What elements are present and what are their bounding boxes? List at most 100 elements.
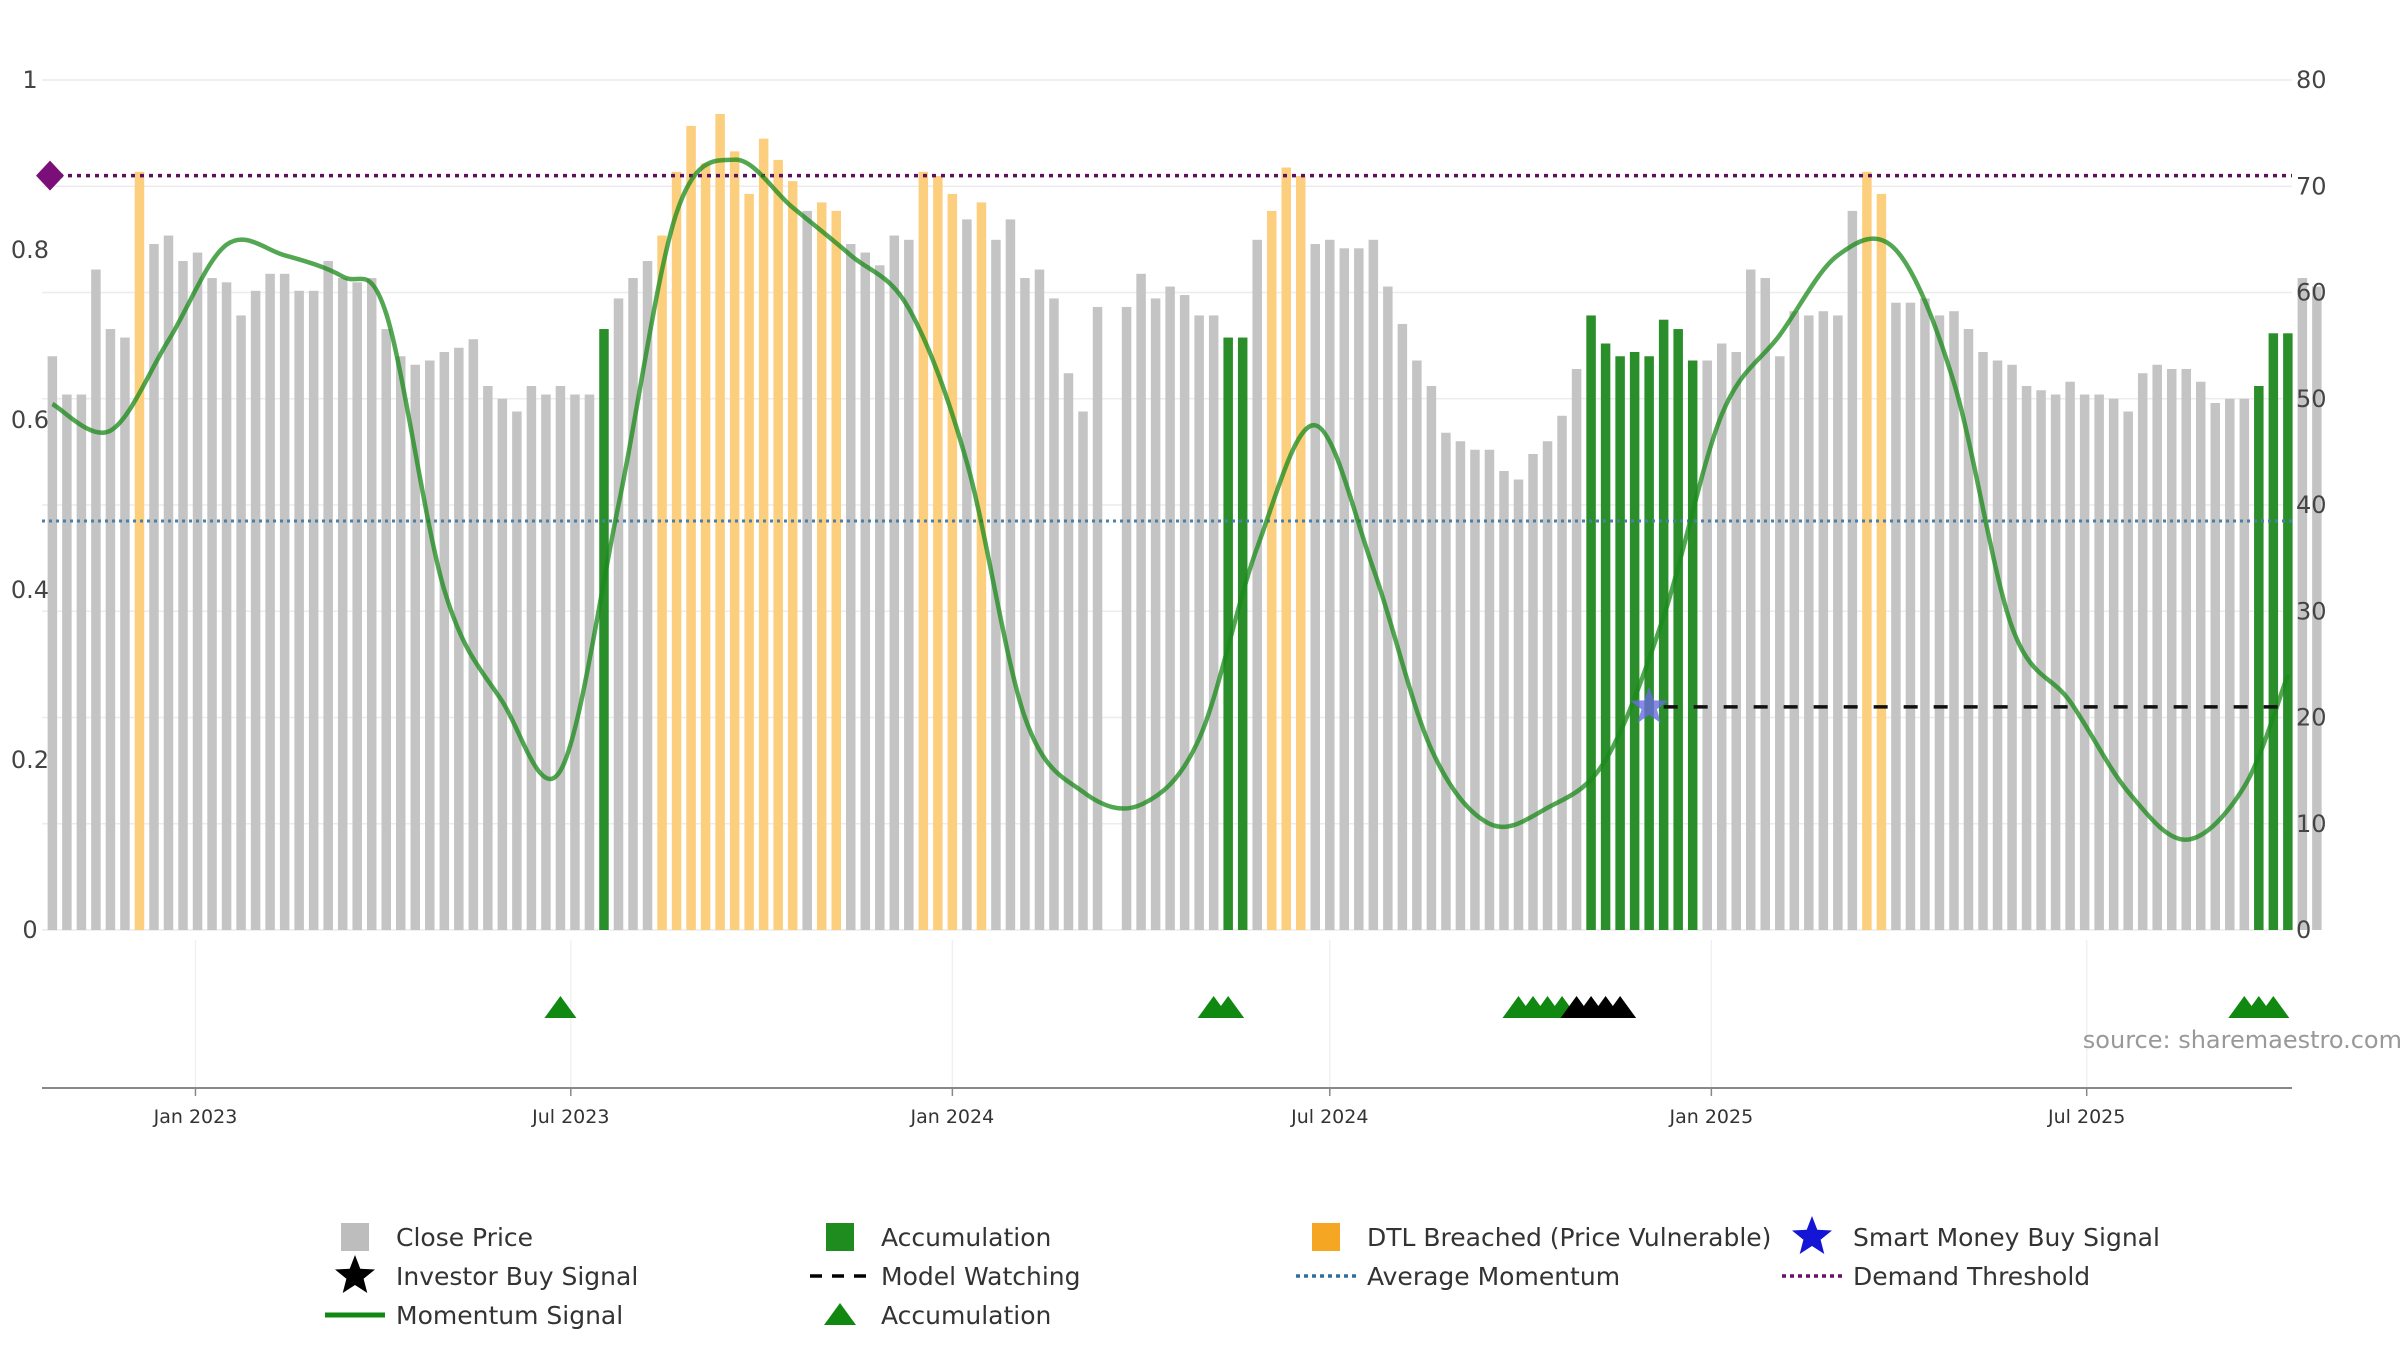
close-price-bar: [2181, 369, 2191, 930]
close-price-bar: [1412, 360, 1422, 930]
close-price-bar: [2050, 394, 2061, 930]
legend-label: Average Momentum: [1367, 1262, 1620, 1291]
dtl-bar: [134, 171, 145, 931]
close-price-bar: [497, 398, 508, 930]
close-price-bar: [1542, 441, 1553, 930]
accumulation-bar: [1673, 329, 1683, 930]
legend-item: Average Momentum: [1296, 1262, 1620, 1291]
close-price-bar: [1847, 210, 1858, 930]
close-price-bar: [512, 411, 522, 930]
dtl-bar: [1862, 171, 1872, 931]
dtl-bar: [1281, 167, 1291, 931]
accumulation-bar: [2268, 333, 2279, 930]
close-price-bar: [1818, 311, 1829, 930]
legend-label: Smart Money Buy Signal: [1853, 1223, 2160, 1252]
close-price-bar: [366, 278, 377, 930]
close-price-bar: [613, 298, 624, 930]
close-price-bar: [1354, 248, 1364, 931]
close-price-bar: [178, 261, 188, 930]
close-price-bar: [1789, 311, 1800, 930]
close-price-bar: [1049, 298, 1059, 930]
close-price-bar: [875, 265, 885, 930]
close-price-bar: [2152, 364, 2162, 930]
close-price-bar: [337, 278, 348, 930]
close-price-bar: [1571, 369, 1582, 930]
legend-label: Close Price: [396, 1223, 533, 1252]
close-price-bar: [250, 290, 261, 930]
close-price-bar: [425, 360, 435, 930]
accumulation-bar: [1600, 343, 1611, 930]
close-price-bar: [1513, 479, 1524, 930]
investor-buy-triangle: [1604, 996, 1637, 1018]
close-price-bar: [91, 269, 101, 930]
left-axis-tick: 0.4: [11, 576, 49, 604]
x-axis-tick-label: Jan 2025: [1669, 1106, 1754, 1128]
smart-money-buy-star: [1630, 686, 1669, 724]
legend-star-icon: [1792, 1216, 1832, 1254]
close-price-bar: [1455, 441, 1466, 930]
legend-label: Model Watching: [881, 1262, 1081, 1291]
source-label: source: sharemaestro.com: [2083, 1026, 2400, 1054]
dtl-bar: [831, 210, 841, 930]
close-price-bar: [1949, 311, 1959, 930]
demand-threshold-diamond: [36, 160, 64, 191]
right-axis-tick: 50: [2296, 385, 2327, 413]
close-price-bar: [1731, 352, 1741, 930]
close-price-bar: [2312, 286, 2322, 930]
close-price-bar: [265, 273, 275, 930]
dtl-bar: [1876, 193, 1887, 930]
close-price-bar: [47, 356, 58, 930]
close-price-bar: [1470, 449, 1480, 930]
accumulation-bar: [1687, 360, 1698, 930]
accumulation-triangle: [2257, 996, 2290, 1018]
close-price-bar: [1310, 244, 1321, 931]
close-price-bar: [1397, 323, 1408, 930]
close-price-bar: [439, 352, 450, 930]
close-price-bar: [1702, 360, 1712, 930]
close-price-bar: [904, 239, 914, 931]
close-price-bar: [279, 273, 290, 930]
close-price-bar: [1891, 302, 1901, 930]
close-price-bar: [2036, 390, 2046, 930]
accumulation-bar: [1644, 356, 1654, 930]
close-price-bar: [381, 329, 391, 930]
close-price-bar: [1833, 315, 1843, 930]
close-price-bar: [1150, 298, 1161, 930]
legend-item: Accumulation: [826, 1223, 1051, 1252]
close-price-bar: [2079, 394, 2090, 930]
dtl-bar: [816, 202, 827, 930]
x-axis-tick-label: Jan 2024: [910, 1106, 995, 1128]
legend-label: Accumulation: [881, 1223, 1051, 1252]
accumulation-triangle: [544, 996, 577, 1018]
line-series: [36, 157, 2292, 842]
accumulation-bar: [1223, 337, 1233, 930]
legend-item: Investor Buy Signal: [335, 1255, 638, 1293]
legend-label: Demand Threshold: [1853, 1262, 2090, 1291]
accumulation-bar: [1658, 319, 1669, 930]
close-price-bar: [1179, 295, 1190, 930]
accumulation-bar: [1237, 337, 1248, 930]
close-price-bar: [2065, 381, 2075, 930]
close-price-bar: [120, 337, 130, 930]
legend-swatch: [341, 1223, 369, 1251]
accumulation-bar: [2283, 333, 2293, 930]
close-price-bar: [802, 210, 812, 930]
close-price-bar: [1760, 278, 1771, 930]
dtl-bar: [700, 163, 711, 931]
close-price-bar: [1484, 449, 1495, 930]
close-price-bar: [860, 252, 871, 931]
close-price-bar: [323, 261, 333, 930]
close-price-bar: [1121, 306, 1132, 930]
close-price-bar: [1426, 386, 1437, 930]
left-axis-tick: 1: [22, 66, 37, 94]
dtl-bar: [933, 176, 943, 931]
close-price-bar: [1252, 239, 1262, 931]
legend-label: DTL Breached (Price Vulnerable): [1367, 1223, 1771, 1252]
right-axis-tick: 0: [2296, 916, 2311, 944]
close-price-bar: [642, 261, 653, 930]
right-axis-tick: 20: [2296, 704, 2327, 732]
close-price-bar: [1078, 411, 1088, 930]
dtl-bar: [1296, 176, 1306, 931]
